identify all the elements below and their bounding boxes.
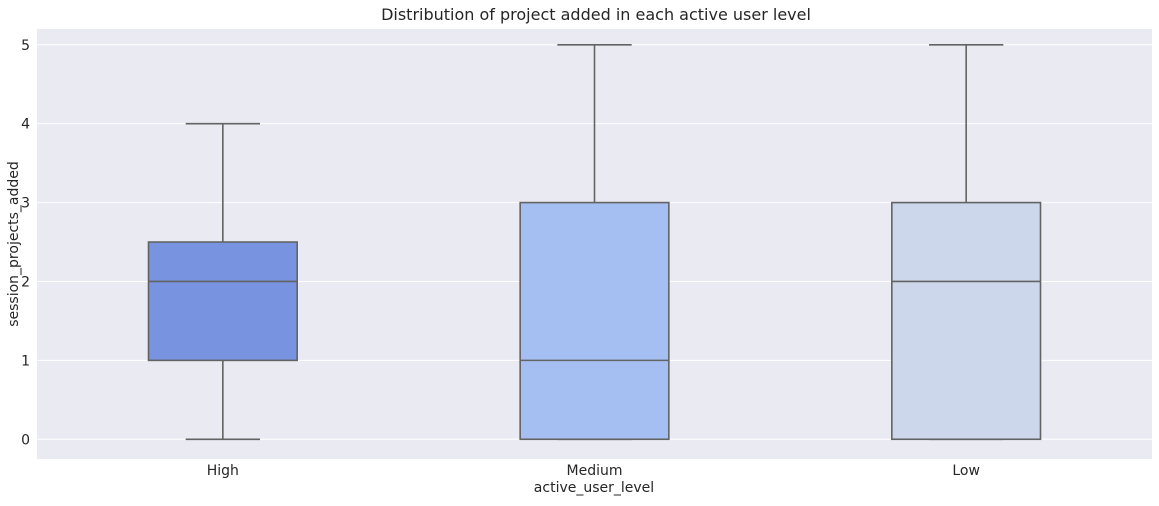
box-high bbox=[147, 122, 298, 441]
boxes bbox=[147, 43, 1042, 441]
y-tick-label-1: 1 bbox=[21, 353, 30, 369]
x-axis-label: active_user_level bbox=[534, 480, 654, 496]
box-body-medium bbox=[519, 201, 670, 441]
y-tick-label-4: 4 bbox=[21, 117, 30, 133]
box-low bbox=[891, 43, 1042, 441]
x-tick-label-medium: Medium bbox=[567, 463, 623, 479]
y-tick-label-3: 3 bbox=[21, 196, 30, 212]
y-axis-label: session_projects_added bbox=[6, 161, 22, 327]
chart-title: Distribution of project added in each ac… bbox=[381, 5, 811, 24]
box-medium bbox=[519, 43, 670, 441]
x-tick-label-high: High bbox=[207, 463, 239, 479]
y-tick-label-5: 5 bbox=[21, 38, 30, 54]
y-axis-ticks: 0 1 2 3 4 5 bbox=[21, 38, 30, 448]
box-body-high bbox=[147, 241, 298, 362]
box-body-low bbox=[891, 201, 1042, 441]
x-axis-ticks: High Medium Low bbox=[207, 463, 980, 479]
y-tick-label-0: 0 bbox=[21, 432, 30, 448]
y-tick-label-2: 2 bbox=[21, 274, 30, 290]
x-tick-label-low: Low bbox=[952, 463, 980, 479]
